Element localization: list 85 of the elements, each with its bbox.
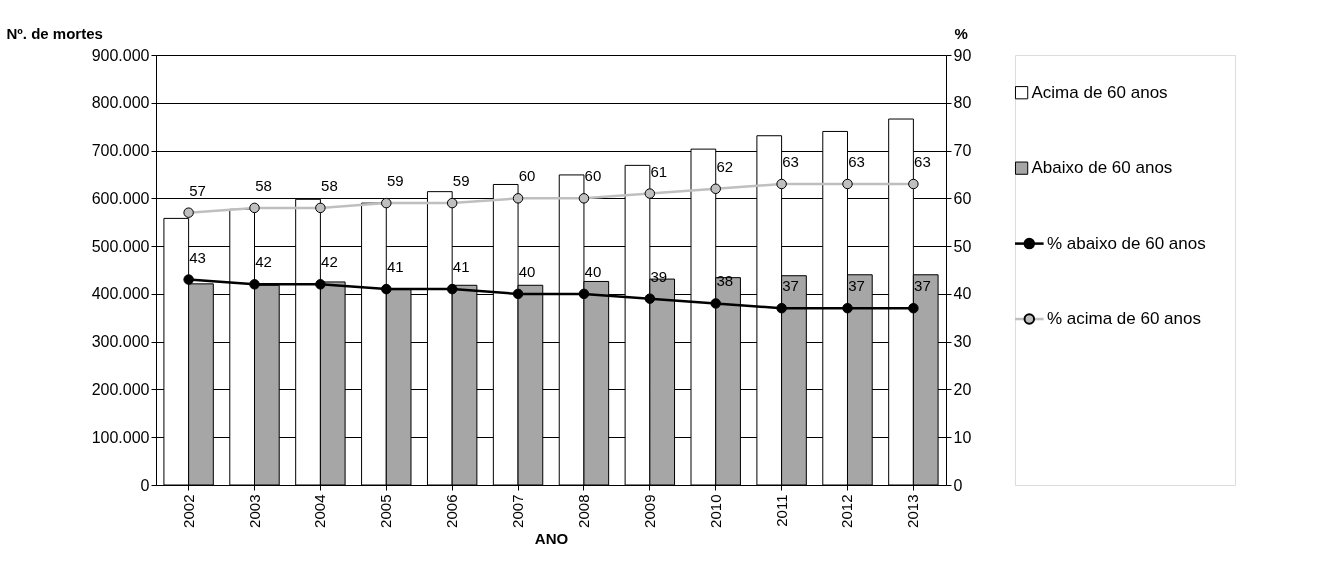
point bbox=[842, 178, 853, 190]
data-label: 61 bbox=[650, 162, 668, 180]
data-label: 43 bbox=[189, 248, 206, 266]
x-tick-label: 2013 bbox=[904, 494, 922, 528]
y2-tick-label: 80 bbox=[953, 94, 972, 112]
data-label: 42 bbox=[255, 253, 272, 271]
y-tick-label: 0 bbox=[140, 476, 150, 494]
data-label: 57 bbox=[189, 181, 206, 199]
point bbox=[512, 193, 524, 204]
point bbox=[183, 207, 194, 218]
data-label: 37 bbox=[782, 277, 799, 295]
data-label: 58 bbox=[255, 176, 272, 194]
x-tick-label: 2010 bbox=[706, 494, 724, 528]
y2-axis-title: % bbox=[954, 24, 968, 42]
data-label: 63 bbox=[782, 153, 799, 170]
y2-tick-label: 50 bbox=[953, 237, 972, 255]
data-label: 62 bbox=[716, 157, 734, 175]
x-tick-label: 2012 bbox=[838, 494, 856, 528]
x-tick-label: 2008 bbox=[574, 494, 592, 528]
y2-tick-label: 90 bbox=[953, 46, 972, 64]
point bbox=[842, 302, 853, 314]
data-label: 40 bbox=[518, 262, 536, 280]
data-label: 63 bbox=[914, 153, 931, 170]
y-tick-label: 700.000 bbox=[91, 142, 150, 160]
legend-label: % acima de 60 anos bbox=[1046, 309, 1201, 329]
y2-tick-label: 30 bbox=[953, 333, 972, 351]
data-label: 59 bbox=[386, 172, 404, 190]
y-tick-label: 600.000 bbox=[91, 189, 150, 207]
point bbox=[315, 279, 326, 290]
y-tick-label: 100.000 bbox=[91, 428, 150, 446]
x-axis-title: ANO bbox=[534, 529, 569, 547]
y-tick-label: 500.000 bbox=[91, 237, 150, 255]
point bbox=[381, 197, 392, 209]
legend-label: Abaixo de 60 anos bbox=[1031, 158, 1173, 178]
point bbox=[381, 283, 392, 295]
x-tick-label: 2007 bbox=[509, 494, 527, 528]
data-label: 37 bbox=[914, 277, 931, 295]
data-label: 37 bbox=[848, 277, 865, 295]
x-tick-label: 2004 bbox=[311, 494, 329, 528]
point bbox=[249, 202, 260, 214]
y2-tick-label: 70 bbox=[953, 142, 972, 160]
point bbox=[446, 197, 458, 209]
y-axis-title: Nº. de mortes bbox=[6, 24, 103, 42]
data-label: 42 bbox=[321, 253, 338, 271]
data-label: 60 bbox=[518, 167, 536, 185]
point bbox=[776, 178, 787, 190]
y-tick-label: 400.000 bbox=[91, 285, 150, 303]
data-label: 41 bbox=[452, 258, 470, 276]
point bbox=[644, 293, 656, 304]
point bbox=[315, 202, 326, 214]
data-label: 41 bbox=[386, 258, 404, 276]
y2-tick-label: 20 bbox=[953, 380, 972, 398]
y-tick-label: 900.000 bbox=[91, 46, 150, 64]
x-tick-label: 2002 bbox=[179, 494, 197, 528]
point bbox=[249, 279, 260, 290]
data-label: 58 bbox=[321, 176, 338, 194]
point bbox=[578, 288, 590, 300]
y-tick-label: 800.000 bbox=[91, 94, 150, 112]
x-tick-label: 2006 bbox=[443, 494, 461, 528]
y2-tick-label: 10 bbox=[953, 428, 972, 446]
y-tick-label: 300.000 bbox=[91, 333, 150, 351]
point bbox=[710, 298, 721, 309]
point bbox=[183, 274, 194, 285]
point bbox=[578, 193, 590, 204]
data-label: 63 bbox=[848, 153, 865, 170]
y-tick-label: 200.000 bbox=[91, 380, 150, 398]
legend-label: Acima de 60 anos bbox=[1031, 82, 1168, 102]
legend-label: % abaixo de 60 anos bbox=[1046, 233, 1206, 253]
point bbox=[908, 302, 919, 314]
point bbox=[512, 288, 524, 300]
x-tick-label: 2003 bbox=[245, 494, 263, 528]
point bbox=[710, 183, 721, 195]
y2-tick-label: 40 bbox=[953, 285, 972, 303]
point bbox=[776, 302, 787, 314]
point bbox=[644, 188, 656, 199]
x-tick-label: 2009 bbox=[640, 494, 658, 528]
y2-tick-label: 60 bbox=[953, 189, 972, 207]
point bbox=[446, 283, 458, 295]
data-label: 40 bbox=[584, 262, 602, 280]
data-label: 60 bbox=[584, 167, 602, 185]
data-label: 59 bbox=[452, 172, 470, 190]
x-tick-label: 2011 bbox=[772, 494, 790, 527]
x-tick-label: 2005 bbox=[377, 494, 395, 528]
y2-tick-label: 0 bbox=[953, 476, 963, 494]
point bbox=[908, 178, 919, 190]
